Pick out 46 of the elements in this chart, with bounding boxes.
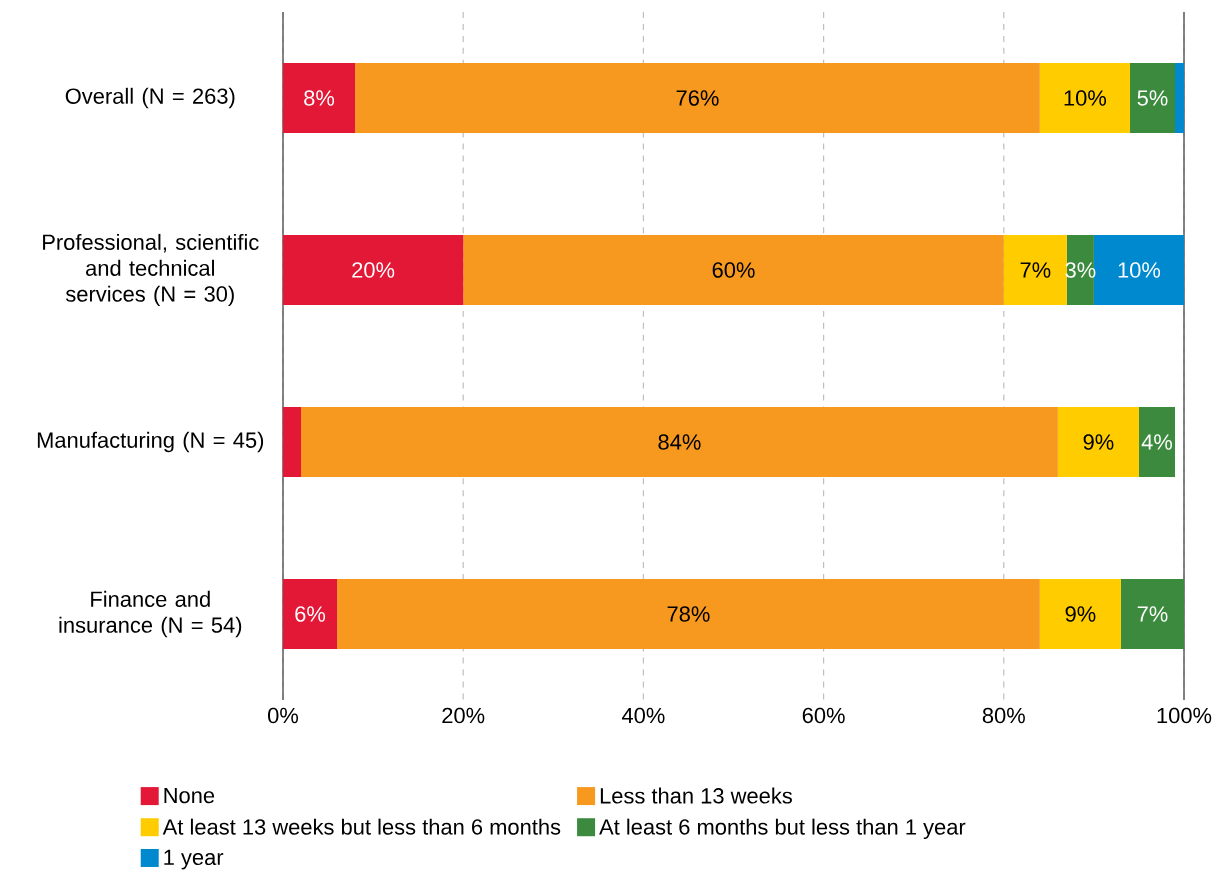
- data-label: 84%: [658, 434, 701, 450]
- data-label: 7%: [1137, 606, 1168, 622]
- bar: [1039, 63, 1130, 134]
- data-label: 8%: [304, 90, 335, 106]
- x-tick-label: 60%: [802, 707, 845, 724]
- bar: [1138, 407, 1175, 478]
- data-label: 76%: [676, 90, 719, 106]
- bar: [283, 235, 464, 306]
- data-label: 10%: [1064, 90, 1107, 106]
- bar: [463, 235, 1004, 306]
- data-label: 6%: [295, 606, 326, 622]
- data-label: 78%: [667, 606, 710, 622]
- x-tick-label: 100%: [1157, 707, 1212, 724]
- bar: [1120, 579, 1185, 650]
- legend-label: None: [164, 787, 215, 804]
- bar: [355, 63, 1040, 134]
- bar: [283, 407, 302, 478]
- legend-label: 1 year: [164, 849, 224, 870]
- bar: [283, 579, 338, 650]
- y-tick-label: Professional, scientific and technical services (N = 30): [43, 233, 259, 307]
- bar: [1039, 579, 1121, 650]
- legend-label: At least 6 months but less than 1 year: [599, 818, 966, 840]
- bar: [1003, 235, 1067, 306]
- x-tick-label: 80%: [982, 707, 1025, 724]
- data-label: 60%: [712, 262, 755, 278]
- bar: [301, 407, 1058, 478]
- y-tick-label: Manufacturing (N = 45): [37, 431, 264, 453]
- bar: [283, 63, 356, 134]
- bar: [337, 579, 1040, 650]
- data-label: 10%: [1118, 262, 1161, 278]
- bar: [1129, 63, 1175, 134]
- legend-label: Less than 13 weeks: [600, 787, 792, 804]
- data-label: 5%: [1137, 90, 1168, 106]
- bar: [1057, 407, 1139, 478]
- bar: [1175, 63, 1185, 134]
- x-tick-label: 40%: [621, 707, 665, 724]
- data-label: 4%: [1141, 434, 1173, 450]
- legend-label: At least 13 weeks but less than 6 months: [162, 818, 561, 835]
- x-tick-label: 0%: [268, 707, 299, 724]
- data-label: 20%: [352, 262, 395, 278]
- y-tick-label: Finance and insurance (N = 54): [59, 590, 242, 638]
- y-tick-label: Overall (N = 263): [65, 87, 235, 109]
- data-label: 7%: [1020, 262, 1051, 278]
- x-tick-label: 20%: [442, 707, 485, 724]
- data-label: 9%: [1065, 606, 1096, 622]
- data-label: 9%: [1083, 434, 1114, 450]
